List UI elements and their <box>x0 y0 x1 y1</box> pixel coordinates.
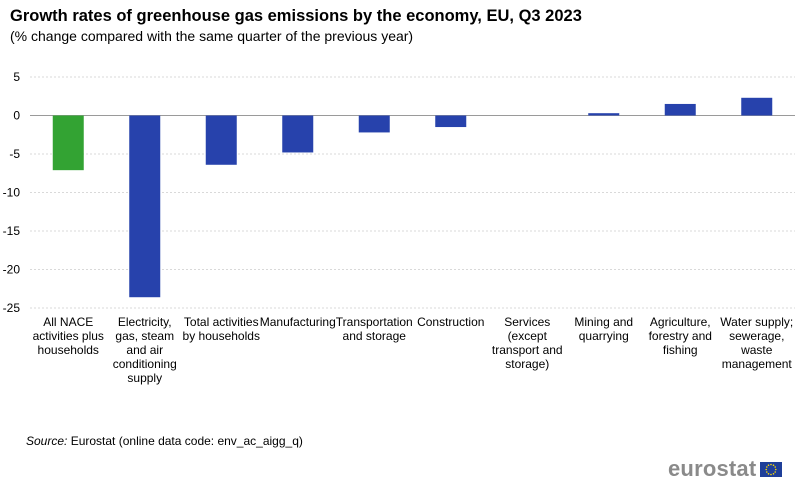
y-tick-label: -25 <box>3 301 21 315</box>
bar-chart: 5 0 -5 -10 -15 -20 -25 All NACE activities plus h… <box>3 70 795 385</box>
eu-flag-icon <box>760 461 783 477</box>
bar <box>741 97 773 116</box>
y-tick-label: -10 <box>3 186 21 200</box>
bar <box>205 115 237 165</box>
bar <box>435 115 467 128</box>
logo-text: eurostat <box>668 456 757 481</box>
source-text: Eurostat (online data code: env_ac_aigg_… <box>70 434 303 448</box>
x-tick-label: Total activities by households <box>183 315 260 343</box>
bar <box>664 103 696 116</box>
bar <box>282 115 314 153</box>
x-tick-label: Electricity, gas, steam and air conditionin… <box>113 315 177 385</box>
x-tick-label: Manufacturing <box>260 315 336 329</box>
bar <box>358 115 390 133</box>
y-tick-label: -5 <box>9 147 20 161</box>
y-tick-label: -15 <box>3 224 21 238</box>
bar <box>52 115 84 171</box>
chart-subtitle: (% change compared with the same quarter… <box>10 28 414 44</box>
x-tick-label: Mining and quarrying <box>574 315 633 343</box>
bar <box>129 115 161 298</box>
x-tick-label: Agriculture, forestry and fishing <box>649 315 712 357</box>
x-tick-label: Construction <box>417 315 484 329</box>
y-tick-label: -20 <box>3 263 21 277</box>
chart-title: Growth rates of greenhouse gas emissions… <box>10 7 582 25</box>
x-tick-label: All NACE activities plus households <box>33 315 104 357</box>
y-tick-label: 0 <box>13 109 20 123</box>
x-tick-label: Water supply; sewerage, waste management <box>720 315 793 371</box>
source-label: Source: <box>26 434 68 448</box>
x-tick-label: Transportation and storage <box>336 315 413 343</box>
x-tick-label: Services (except transport and storage) <box>492 315 563 371</box>
eurostat-logo: eurostat <box>668 456 783 481</box>
bar <box>588 113 620 116</box>
source-note: Source: Eurostat (online data code: env_… <box>26 434 303 448</box>
y-tick-label: 5 <box>13 70 20 84</box>
